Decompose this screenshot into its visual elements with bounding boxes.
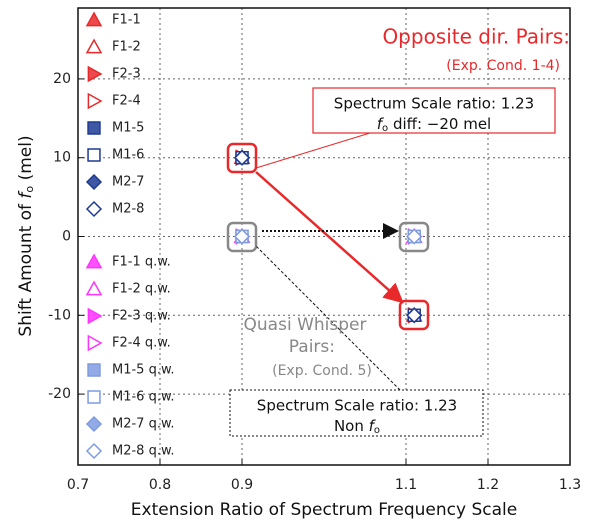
legend-marker (85, 200, 103, 218)
y-tick-label: 20 (53, 71, 71, 87)
text: Shift Amount of (16, 199, 36, 337)
x-tick-label: 1.3 (559, 477, 581, 493)
legend-marker (85, 442, 103, 460)
legend-marker (87, 334, 103, 352)
x-tick-label: 1.1 (395, 477, 417, 493)
arrow (255, 171, 404, 304)
legend-marker (85, 11, 103, 27)
highlight-box (398, 299, 430, 331)
x-tick-label: 0.7 (67, 477, 89, 493)
highlight-box (226, 142, 258, 174)
legend-label: M1-5 (112, 121, 144, 136)
legend-marker (85, 280, 103, 296)
legend-label: F2-4 (112, 94, 141, 109)
text: diff: −20 mel (388, 115, 491, 133)
annotation: Quasi Whisper (244, 315, 367, 335)
point (406, 228, 423, 245)
y-axis-label: Shift Amount of fo (mel) (16, 135, 36, 336)
annotation: Pairs: (289, 337, 335, 357)
point (233, 149, 251, 166)
highlight-box (398, 221, 430, 253)
point (406, 307, 423, 324)
legend-label: M2-7 (112, 175, 144, 190)
subscript: o (23, 186, 36, 193)
legend-marker (87, 65, 103, 83)
legend-label: F1-2 (112, 40, 141, 55)
x-tick-label: 1.2 (477, 477, 499, 493)
symbol: f (16, 190, 36, 199)
legend-label: M2-8 q.w. (112, 444, 175, 459)
symbol: f (369, 417, 377, 435)
legend-marker (85, 253, 103, 269)
legend-marker (85, 415, 103, 433)
x-tick-label: 0.8 (149, 477, 171, 493)
annotation: Non fo (334, 417, 380, 437)
x-tick-label: 0.9 (231, 477, 253, 493)
legend-marker (87, 148, 101, 162)
legend-label: F1-1 q.w. (112, 255, 171, 270)
legend-marker (85, 173, 103, 191)
annotation-box (229, 389, 484, 437)
subscript: o (374, 425, 380, 436)
y-tick-label: -20 (48, 386, 71, 402)
annotation: Spectrum Scale ratio: 1.23 (334, 95, 534, 113)
legend-marker (87, 363, 101, 377)
legend-marker (87, 307, 103, 325)
legend-label: M1-5 q.w. (112, 363, 175, 378)
annotation: Spectrum Scale ratio: 1.23 (257, 397, 457, 415)
point (233, 228, 251, 245)
legend: F1-1 F1-2 F2-3 F2-4 M1-5 M1-6 M2-7 M2-8 F1-1 q.w… (85, 11, 175, 460)
legend-marker (87, 92, 103, 110)
annotation-box (312, 87, 556, 134)
legend-label: M1-6 (112, 148, 144, 163)
legend-marker (85, 38, 103, 54)
subscript: o (382, 123, 388, 134)
legend-label: F1-1 (112, 13, 141, 28)
annotation: Opposite dir. Pairs: (382, 25, 570, 49)
connector (255, 132, 371, 169)
text: Non (334, 417, 369, 435)
connector (255, 245, 401, 391)
annotation: (Exp. Cond. 5) (272, 363, 372, 379)
legend-label: F1-2 q.w. (112, 282, 171, 297)
legend-label: M2-7 q.w. (112, 417, 175, 432)
legend-marker (87, 390, 101, 404)
y-tick-label: 10 (53, 150, 71, 166)
y-tick-label: 0 (62, 229, 71, 245)
highlight-box (226, 221, 258, 253)
legend-label: F2-3 (112, 67, 141, 82)
annotation: (Exp. Cond. 1-4) (446, 58, 560, 74)
legend-label: F2-4 q.w. (112, 336, 171, 351)
symbol: f (377, 115, 385, 133)
text: (mel) (16, 135, 36, 185)
y-tick-label: -10 (48, 307, 71, 323)
legend-label: M1-6 q.w. (112, 390, 175, 405)
legend-label: F2-3 q.w. (112, 309, 171, 324)
points (233, 149, 423, 324)
annotation: fo diff: −20 mel (377, 115, 491, 135)
legend-marker (87, 121, 101, 135)
legend-label: M2-8 (112, 202, 144, 217)
x-axis-label: Extension Ratio of Spectrum Frequency Sc… (131, 500, 517, 520)
